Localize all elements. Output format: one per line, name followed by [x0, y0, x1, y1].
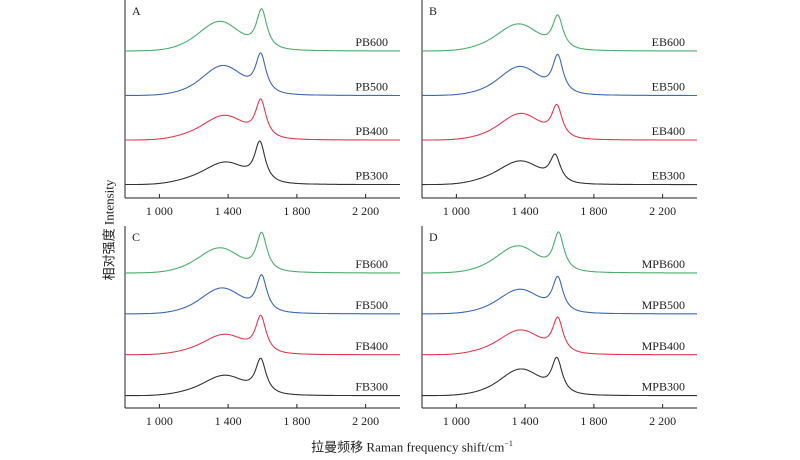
x-tick-label: 1 400 — [215, 204, 242, 218]
series-label: EB300 — [652, 169, 685, 183]
y-axis-label: 相对强度 Intensity — [101, 179, 117, 281]
spectrum-line-fb500 — [125, 274, 400, 315]
spectrum-line-fb600 — [125, 231, 400, 274]
x-axis-label: 拉曼频移 Raman frequency shift/cm−1 — [311, 437, 513, 456]
series-label: PB400 — [355, 124, 388, 138]
series-label: FB300 — [355, 380, 388, 394]
spectrum-line-eb400 — [422, 103, 697, 141]
x-tick-label: 1 800 — [580, 204, 607, 218]
spectrum-line-mpb600 — [422, 231, 697, 274]
series-label: MPB500 — [642, 298, 685, 312]
panel-letter: A — [132, 4, 141, 18]
series-label: EB500 — [652, 80, 685, 94]
series-label: PB500 — [355, 80, 388, 94]
series-label: PB300 — [355, 169, 388, 183]
series-label: MPB600 — [642, 257, 685, 271]
panel-letter: D — [429, 230, 438, 244]
x-tick-label: 1 400 — [512, 204, 539, 218]
spectrum-line-pb300 — [125, 140, 400, 186]
x-tick-label: 1 400 — [215, 414, 242, 428]
x-tick-label: 2 200 — [649, 414, 676, 428]
series-label: FB600 — [355, 257, 388, 271]
spectrum-line-pb400 — [125, 98, 400, 141]
x-tick-label: 1 800 — [580, 414, 607, 428]
spectrum-line-fb400 — [125, 314, 400, 356]
series-label: EB400 — [652, 124, 685, 138]
panel-letter: B — [429, 4, 437, 18]
x-tick-label: 1 000 — [443, 414, 470, 428]
spectrum-line-eb500 — [421, 53, 697, 97]
series-label: PB600 — [355, 35, 388, 49]
spectrum-line-mpb400 — [422, 316, 697, 356]
x-tick-label: 2 200 — [352, 204, 379, 218]
x-axis-label-unit-exponent: −1 — [504, 439, 513, 449]
panel-letter: C — [132, 230, 140, 244]
x-tick-label: 1 000 — [146, 414, 173, 428]
x-tick-label: 1 800 — [283, 414, 310, 428]
spectrum-line-mpb500 — [422, 275, 697, 315]
x-tick-label: 1 000 — [146, 204, 173, 218]
spectrum-line-eb600 — [422, 14, 697, 52]
spectrum-line-mpb300 — [422, 356, 697, 397]
spectrum-line-pb500 — [125, 52, 400, 97]
x-tick-label: 2 200 — [649, 204, 676, 218]
x-tick-label: 1 000 — [443, 204, 470, 218]
series-label: MPB400 — [642, 339, 685, 353]
series-label: FB400 — [355, 339, 388, 353]
spectrum-line-eb300 — [422, 153, 697, 186]
x-tick-label: 2 200 — [352, 414, 379, 428]
series-label: FB500 — [355, 298, 388, 312]
x-axis-label-text: 拉曼频移 Raman frequency shift/cm — [311, 439, 505, 455]
x-tick-label: 1 800 — [283, 204, 310, 218]
series-label: MPB300 — [642, 380, 685, 394]
x-tick-label: 1 400 — [512, 414, 539, 428]
spectrum-line-fb300 — [125, 357, 401, 397]
spectrum-line-pb600 — [125, 8, 400, 52]
series-label: EB600 — [652, 35, 685, 49]
